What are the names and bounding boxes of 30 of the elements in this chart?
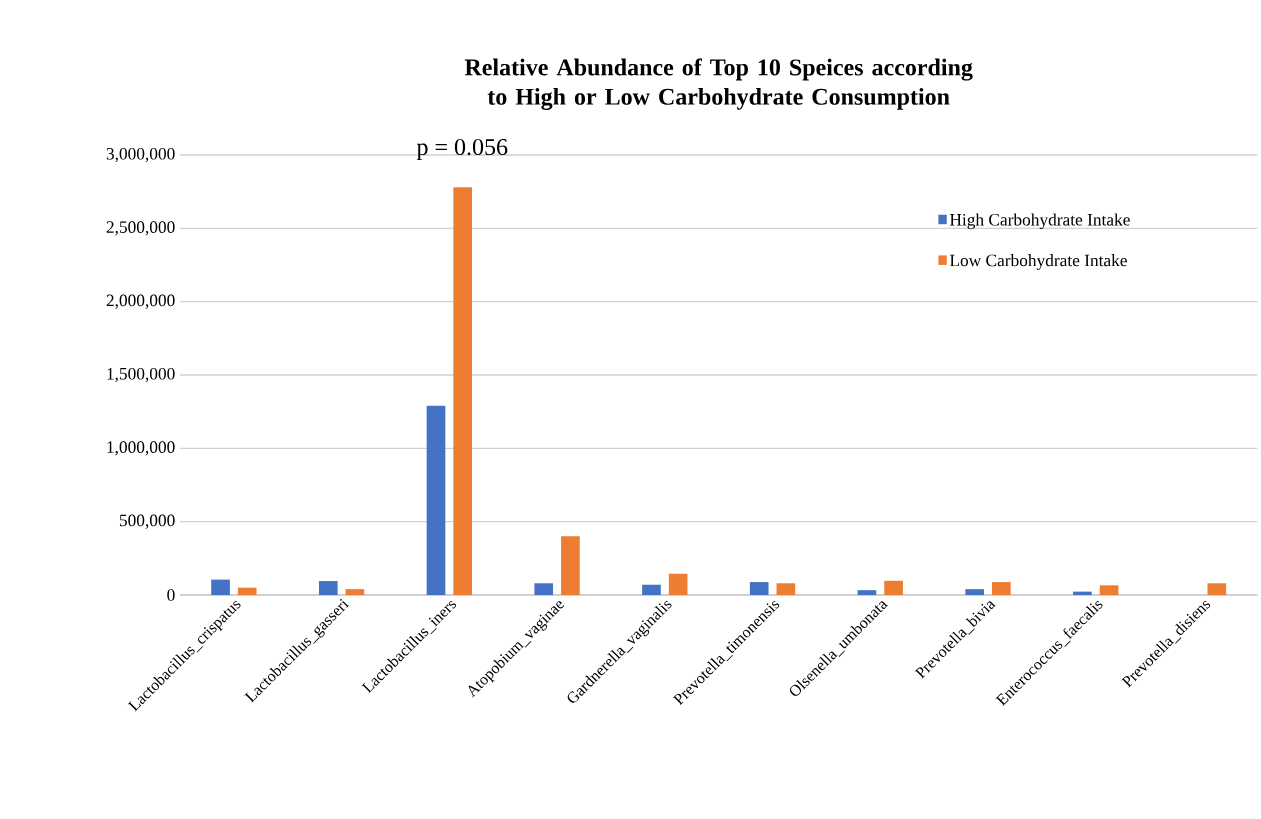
y-tick-label: 3,000,000 — [106, 147, 175, 163]
bar — [992, 582, 1011, 595]
bar — [345, 589, 365, 595]
bar — [237, 587, 257, 595]
bar — [965, 589, 984, 595]
bar — [1073, 591, 1092, 595]
y-tick-label: 2,000,000 — [106, 294, 175, 309]
y-tick-label: 1,500,000 — [107, 367, 175, 383]
legend-label: High Carbohydrate Intake — [949, 213, 1130, 230]
bar — [668, 573, 688, 595]
bar — [561, 536, 580, 595]
bar — [642, 584, 661, 595]
bar — [453, 187, 472, 595]
legend-label: Low Carbohydrate Intake — [949, 254, 1127, 270]
bar — [776, 583, 796, 595]
bar — [211, 579, 230, 595]
y-tick-label: 0 — [167, 589, 175, 601]
bar — [1099, 585, 1119, 595]
chart-title: Relative Abundance of Top 10 Speices according to High or Low Carbohydrate Consumption — [464, 58, 973, 110]
y-tick-label: 500,000 — [119, 514, 175, 529]
bar — [1207, 583, 1227, 595]
bar — [426, 405, 446, 595]
y-tick-label: 1,000,000 — [107, 441, 175, 456]
bar — [318, 581, 338, 595]
bar — [534, 583, 554, 595]
bar — [884, 580, 903, 595]
annotation: p = 0.056 — [416, 138, 508, 160]
bar — [857, 590, 877, 595]
bar — [749, 582, 769, 595]
y-tick-label: 2,500,000 — [106, 221, 175, 236]
